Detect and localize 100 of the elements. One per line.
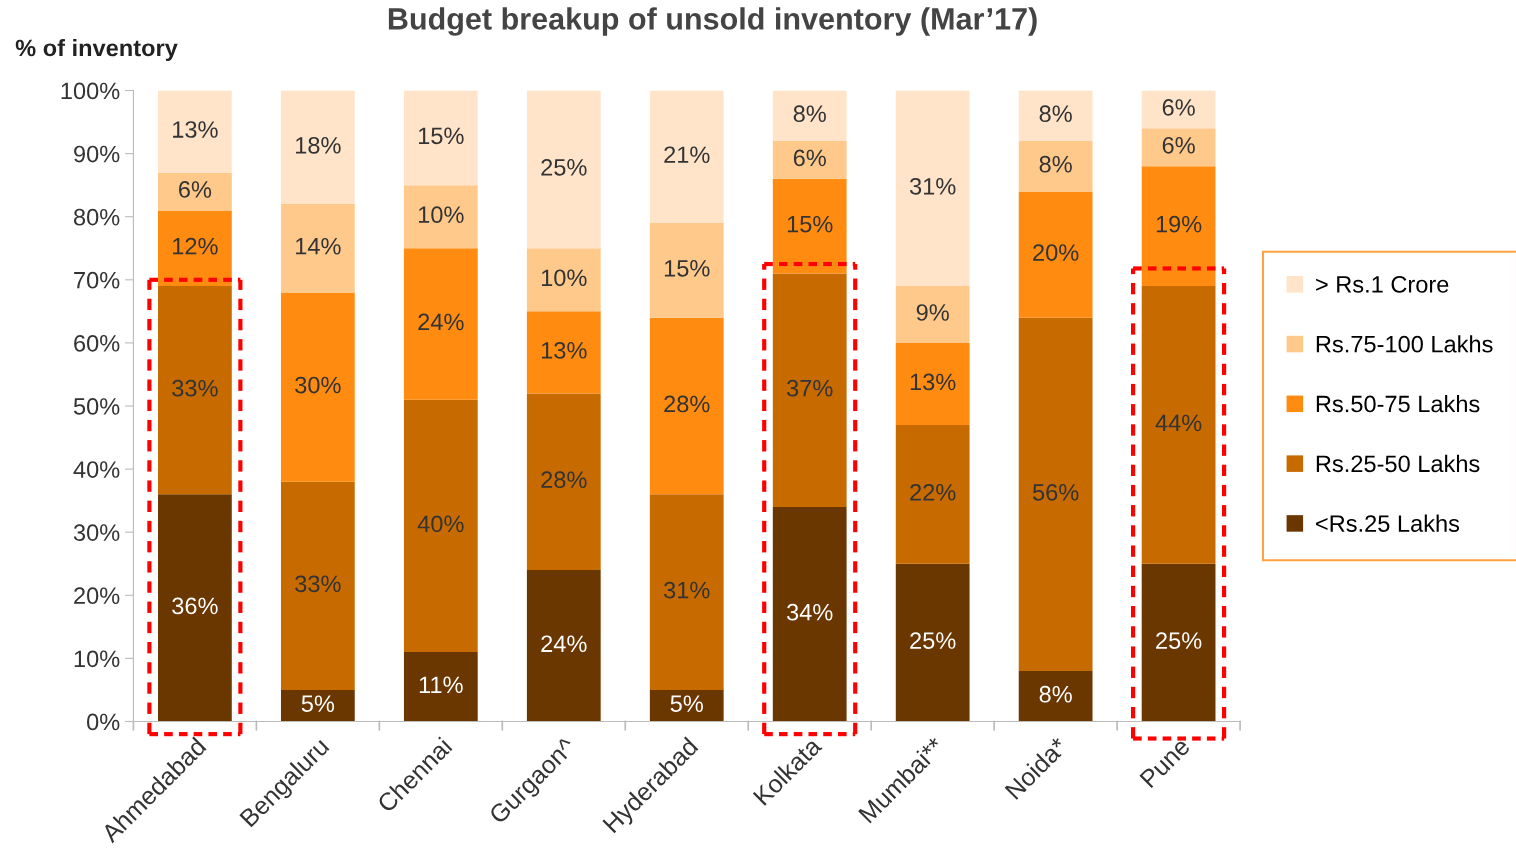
data-label: 20% bbox=[1033, 244, 1079, 261]
bar bbox=[1141, 128, 1216, 167]
legend-label: Rs.50-75 Lakhs bbox=[1316, 395, 1480, 413]
y-axis-title: % of inventory bbox=[15, 38, 178, 61]
data-label: 6% bbox=[793, 149, 826, 167]
bar bbox=[526, 248, 601, 312]
bar bbox=[526, 311, 601, 394]
data-label: 24% bbox=[541, 635, 587, 653]
data-label: 8% bbox=[793, 105, 826, 123]
bar bbox=[1141, 166, 1216, 287]
bar bbox=[403, 652, 478, 722]
data-label: 37% bbox=[786, 379, 833, 397]
bar bbox=[280, 292, 355, 482]
data-label: 13% bbox=[173, 121, 218, 138]
bar bbox=[895, 286, 970, 343]
y-tick-label: 20% bbox=[74, 587, 120, 605]
data-label: 36% bbox=[172, 597, 218, 615]
data-label: 18% bbox=[296, 136, 341, 154]
data-label: 30% bbox=[295, 376, 341, 394]
bar bbox=[158, 90, 232, 173]
data-label: 9% bbox=[916, 304, 949, 321]
bar bbox=[895, 342, 970, 425]
y-tick-label: 80% bbox=[73, 208, 120, 226]
data-label: 12% bbox=[173, 237, 218, 255]
bar bbox=[403, 248, 478, 400]
data-label: 10% bbox=[418, 206, 464, 224]
data-label: 15% bbox=[787, 215, 833, 233]
data-label: 6% bbox=[179, 181, 212, 198]
y-tick-label: 10% bbox=[74, 650, 120, 668]
data-label: 5% bbox=[301, 695, 335, 713]
data-label: 33% bbox=[172, 379, 218, 397]
bar bbox=[772, 273, 847, 507]
data-label: 21% bbox=[664, 146, 710, 164]
data-label: 15% bbox=[664, 260, 710, 277]
y-tick-label: 40% bbox=[73, 461, 120, 478]
data-label: 13% bbox=[910, 373, 956, 391]
bar bbox=[158, 172, 232, 211]
data-label: 56% bbox=[1032, 483, 1079, 501]
data-label: 15% bbox=[418, 127, 464, 145]
data-label: 14% bbox=[296, 237, 341, 255]
bar bbox=[280, 90, 355, 205]
bar bbox=[1018, 191, 1093, 318]
bar bbox=[403, 185, 478, 249]
bar bbox=[649, 494, 724, 690]
data-label: 40% bbox=[417, 515, 464, 533]
bar bbox=[526, 393, 601, 571]
bar bbox=[895, 563, 970, 722]
data-label: 44% bbox=[1155, 414, 1202, 432]
data-label: 19% bbox=[1156, 215, 1202, 233]
data-label: 8% bbox=[1039, 685, 1072, 703]
data-label: 6% bbox=[1162, 99, 1195, 116]
bar bbox=[526, 570, 601, 722]
bar bbox=[1018, 90, 1093, 141]
bar bbox=[280, 204, 355, 293]
y-tick-label: 70% bbox=[74, 271, 120, 289]
bar bbox=[526, 90, 601, 249]
bar bbox=[1018, 671, 1093, 722]
y-tick-label: 60% bbox=[74, 334, 120, 352]
bar bbox=[158, 494, 232, 722]
data-label: 33% bbox=[295, 575, 341, 593]
bar bbox=[772, 506, 847, 722]
data-label: 5% bbox=[670, 695, 703, 713]
data-label: 28% bbox=[541, 471, 587, 489]
bar bbox=[158, 210, 232, 287]
data-label: 8% bbox=[1039, 155, 1072, 173]
legend-label: <Rs.25 Lakhs bbox=[1316, 514, 1460, 532]
bar bbox=[403, 90, 478, 186]
data-label: 6% bbox=[1162, 136, 1195, 154]
legend-label: Rs.25-50 Lakhs bbox=[1316, 454, 1480, 473]
data-label: 13% bbox=[541, 341, 587, 359]
bar bbox=[1018, 317, 1093, 672]
y-tick-label: 30% bbox=[73, 524, 120, 541]
y-tick-label: 90% bbox=[74, 145, 120, 163]
data-label: 25% bbox=[1156, 632, 1202, 649]
data-label: 22% bbox=[910, 483, 956, 501]
bar bbox=[403, 399, 478, 653]
bar bbox=[649, 90, 724, 224]
data-label: 31% bbox=[909, 177, 956, 195]
data-label: 31% bbox=[664, 581, 710, 599]
legend-label: > Rs.1 Crore bbox=[1316, 276, 1449, 293]
data-label: 34% bbox=[786, 603, 833, 621]
y-tick-label: 100% bbox=[61, 82, 120, 100]
data-label: 11% bbox=[419, 676, 463, 694]
bar bbox=[280, 689, 355, 722]
bar bbox=[895, 424, 970, 564]
data-label: 8% bbox=[1039, 105, 1072, 123]
data-label: 25% bbox=[910, 632, 956, 649]
y-tick-label: 0% bbox=[87, 713, 120, 731]
bar bbox=[158, 286, 232, 495]
bar bbox=[895, 90, 970, 287]
data-label: 25% bbox=[541, 159, 587, 176]
data-label: 10% bbox=[541, 269, 587, 287]
bar bbox=[1141, 563, 1216, 722]
data-label: 24% bbox=[418, 313, 464, 331]
bar bbox=[772, 140, 847, 179]
bar bbox=[772, 90, 847, 141]
bar bbox=[1141, 286, 1216, 564]
bar bbox=[1018, 140, 1093, 192]
bar bbox=[649, 689, 724, 722]
data-label: 28% bbox=[664, 395, 710, 413]
